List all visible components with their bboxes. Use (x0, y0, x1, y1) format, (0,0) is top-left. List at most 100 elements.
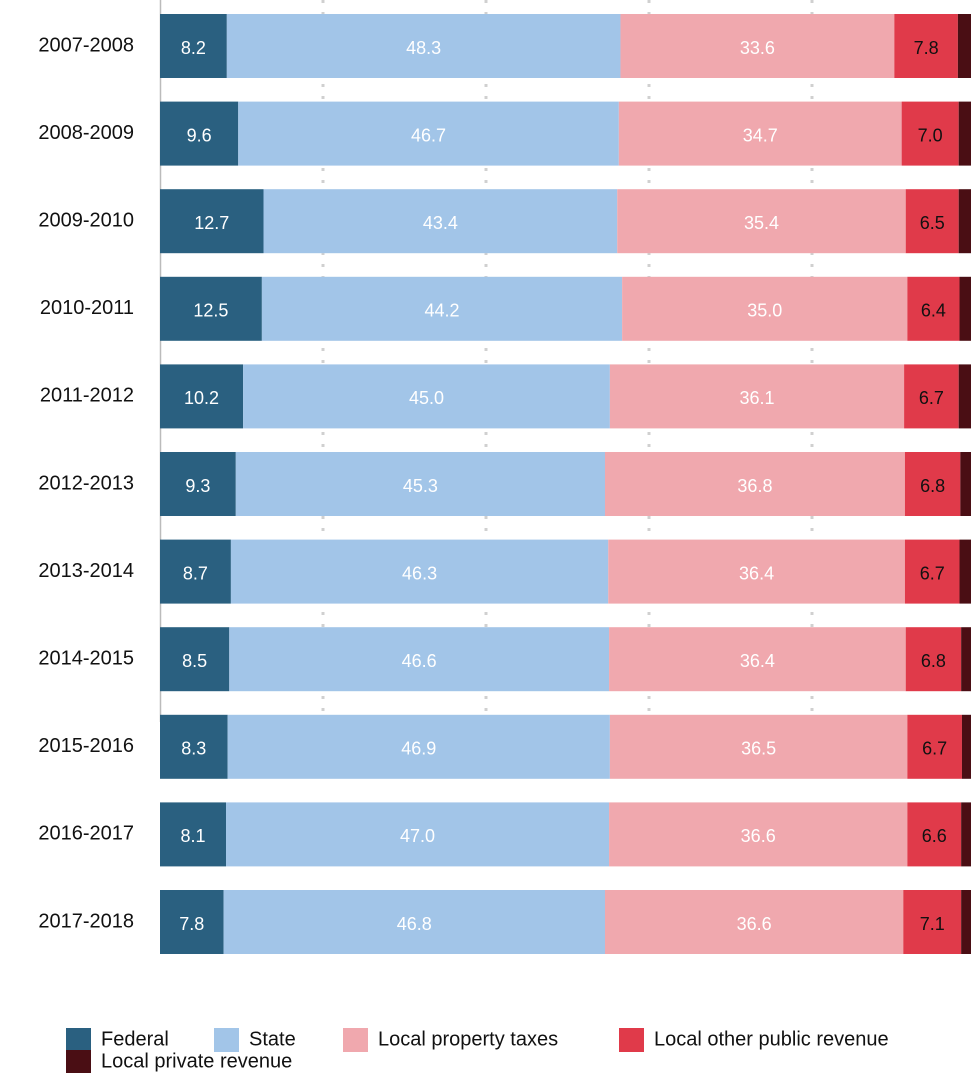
legend-swatch (343, 1028, 368, 1052)
legend-label: Local other public revenue (654, 1028, 889, 1050)
bar-segment (235, 452, 605, 516)
bar-segment (160, 101, 239, 166)
bar-segment (608, 539, 905, 604)
data-label: 43.4 (423, 213, 458, 233)
y-tick-label: 2008-2009 (38, 122, 134, 144)
data-label: 6.5 (920, 213, 945, 233)
data-label: 8.1 (180, 826, 205, 846)
bar-segment (618, 101, 902, 166)
bar-segment (907, 276, 960, 341)
data-label: 48.3 (406, 38, 441, 58)
y-tick-label: 2015-2016 (38, 735, 134, 757)
data-label: 36.8 (737, 476, 772, 496)
bar-segment (904, 452, 961, 516)
data-label: 8.2 (181, 38, 206, 58)
bar-segment (238, 101, 619, 166)
data-label: 35.0 (747, 301, 782, 321)
data-label: 6.4 (921, 301, 946, 321)
data-label: 34.7 (743, 125, 778, 145)
bar-segment (959, 276, 971, 341)
bar-segment (961, 890, 971, 954)
bar-segment (617, 189, 906, 254)
data-label: 6.7 (919, 388, 944, 408)
bar-segment (960, 452, 971, 516)
bar-segment (229, 627, 610, 692)
bar-segment (903, 890, 962, 954)
bar-segment (609, 627, 906, 692)
bar-segment (958, 101, 971, 166)
bar-segment (894, 14, 958, 78)
data-label: 6.7 (922, 739, 947, 759)
bar-segment (958, 364, 971, 429)
data-label: 35.4 (744, 213, 779, 233)
bar-segment (261, 276, 623, 341)
data-label: 10.2 (184, 388, 219, 408)
bar-segment (227, 714, 610, 779)
legend-swatch (66, 1028, 91, 1052)
bar-segment (907, 802, 962, 867)
data-label: 8.5 (182, 651, 207, 671)
data-label: 7.0 (918, 125, 943, 145)
y-tick-label: 2014-2015 (38, 647, 134, 669)
data-label: 46.6 (402, 651, 437, 671)
data-label: 46.7 (411, 125, 446, 145)
data-label: 47.0 (400, 826, 435, 846)
bar-segment (226, 14, 621, 78)
bar-segment (958, 189, 971, 254)
bar-segment (160, 276, 262, 341)
data-label: 36.4 (740, 651, 775, 671)
data-label: 44.2 (424, 301, 459, 321)
legend-label: State (249, 1028, 296, 1050)
bar-segment (904, 364, 959, 429)
data-label: 33.6 (740, 38, 775, 58)
bar-segment (905, 189, 959, 254)
y-tick-label: 2017-2018 (38, 910, 134, 932)
data-label: 6.6 (922, 826, 947, 846)
data-label: 12.5 (193, 301, 228, 321)
data-label: 46.8 (397, 914, 432, 934)
data-label: 36.5 (741, 739, 776, 759)
bar-segment (160, 452, 236, 516)
data-label: 46.3 (402, 563, 437, 583)
y-tick-label: 2007-2008 (38, 34, 134, 56)
data-label: 7.1 (920, 914, 945, 934)
bar-segment (905, 627, 962, 692)
bar-segment (604, 452, 905, 516)
bar-segment (901, 101, 959, 166)
data-label: 7.8 (914, 38, 939, 58)
data-label: 36.6 (741, 826, 776, 846)
legend-label: Federal (101, 1028, 169, 1050)
y-tick-label: 2016-2017 (38, 823, 134, 845)
y-tick-label: 2012-2013 (38, 472, 134, 494)
bar-segment (160, 714, 228, 779)
data-label: 46.9 (401, 739, 436, 759)
bar-segment (609, 802, 908, 867)
bar-segment (907, 714, 962, 779)
legend-label: Local property taxes (378, 1028, 558, 1050)
bar-segment (961, 627, 971, 692)
data-label: 45.3 (403, 476, 438, 496)
bar-segment (160, 14, 227, 78)
data-label: 36.1 (739, 388, 774, 408)
data-label: 8.3 (181, 739, 206, 759)
data-label: 7.8 (179, 914, 204, 934)
data-label: 6.8 (920, 476, 945, 496)
bar-segment (160, 189, 264, 254)
bar-segment (160, 802, 227, 867)
bar-segment (957, 14, 971, 78)
bar-segment (961, 802, 971, 867)
data-label: 6.8 (921, 651, 946, 671)
bar-segment (620, 14, 895, 78)
bar-segment (160, 890, 224, 954)
bar-segment (226, 802, 610, 867)
data-label: 45.0 (409, 388, 444, 408)
data-label: 12.7 (194, 213, 229, 233)
legend-swatch (66, 1050, 91, 1073)
legend-swatch (214, 1028, 239, 1052)
bar-segment (230, 539, 609, 604)
legend-swatch (619, 1028, 644, 1052)
y-tick-label: 2010-2011 (40, 297, 134, 319)
bar-segment (959, 539, 971, 604)
bar-segment (604, 890, 904, 954)
